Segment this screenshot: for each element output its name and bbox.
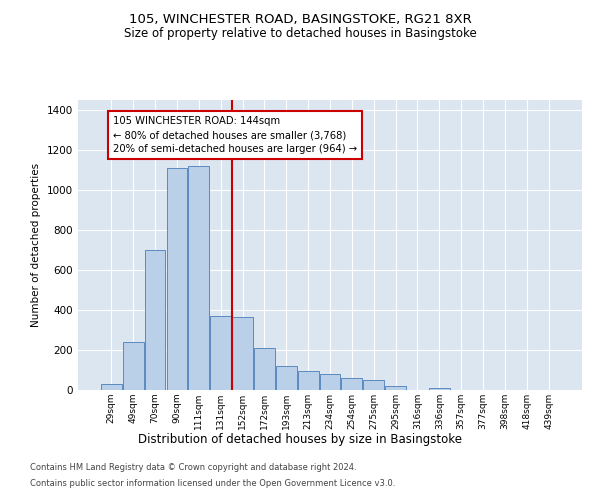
Bar [188, 166, 209, 390]
Bar [276, 366, 296, 390]
Y-axis label: Number of detached properties: Number of detached properties [31, 163, 41, 327]
Bar [145, 250, 166, 390]
Bar [429, 388, 450, 390]
Bar [341, 378, 362, 390]
Bar [254, 348, 275, 390]
Text: Size of property relative to detached houses in Basingstoke: Size of property relative to detached ho… [124, 28, 476, 40]
Text: Contains public sector information licensed under the Open Government Licence v3: Contains public sector information licen… [30, 478, 395, 488]
Bar [210, 316, 231, 390]
Bar [298, 371, 319, 390]
Bar [320, 374, 340, 390]
Bar [101, 384, 122, 390]
Bar [167, 168, 187, 390]
Text: Distribution of detached houses by size in Basingstoke: Distribution of detached houses by size … [138, 432, 462, 446]
Bar [364, 380, 384, 390]
Bar [123, 342, 143, 390]
Bar [232, 317, 253, 390]
Text: Contains HM Land Registry data © Crown copyright and database right 2024.: Contains HM Land Registry data © Crown c… [30, 464, 356, 472]
Text: 105 WINCHESTER ROAD: 144sqm
← 80% of detached houses are smaller (3,768)
20% of : 105 WINCHESTER ROAD: 144sqm ← 80% of det… [113, 116, 357, 154]
Bar [385, 386, 406, 390]
Text: 105, WINCHESTER ROAD, BASINGSTOKE, RG21 8XR: 105, WINCHESTER ROAD, BASINGSTOKE, RG21 … [128, 12, 472, 26]
